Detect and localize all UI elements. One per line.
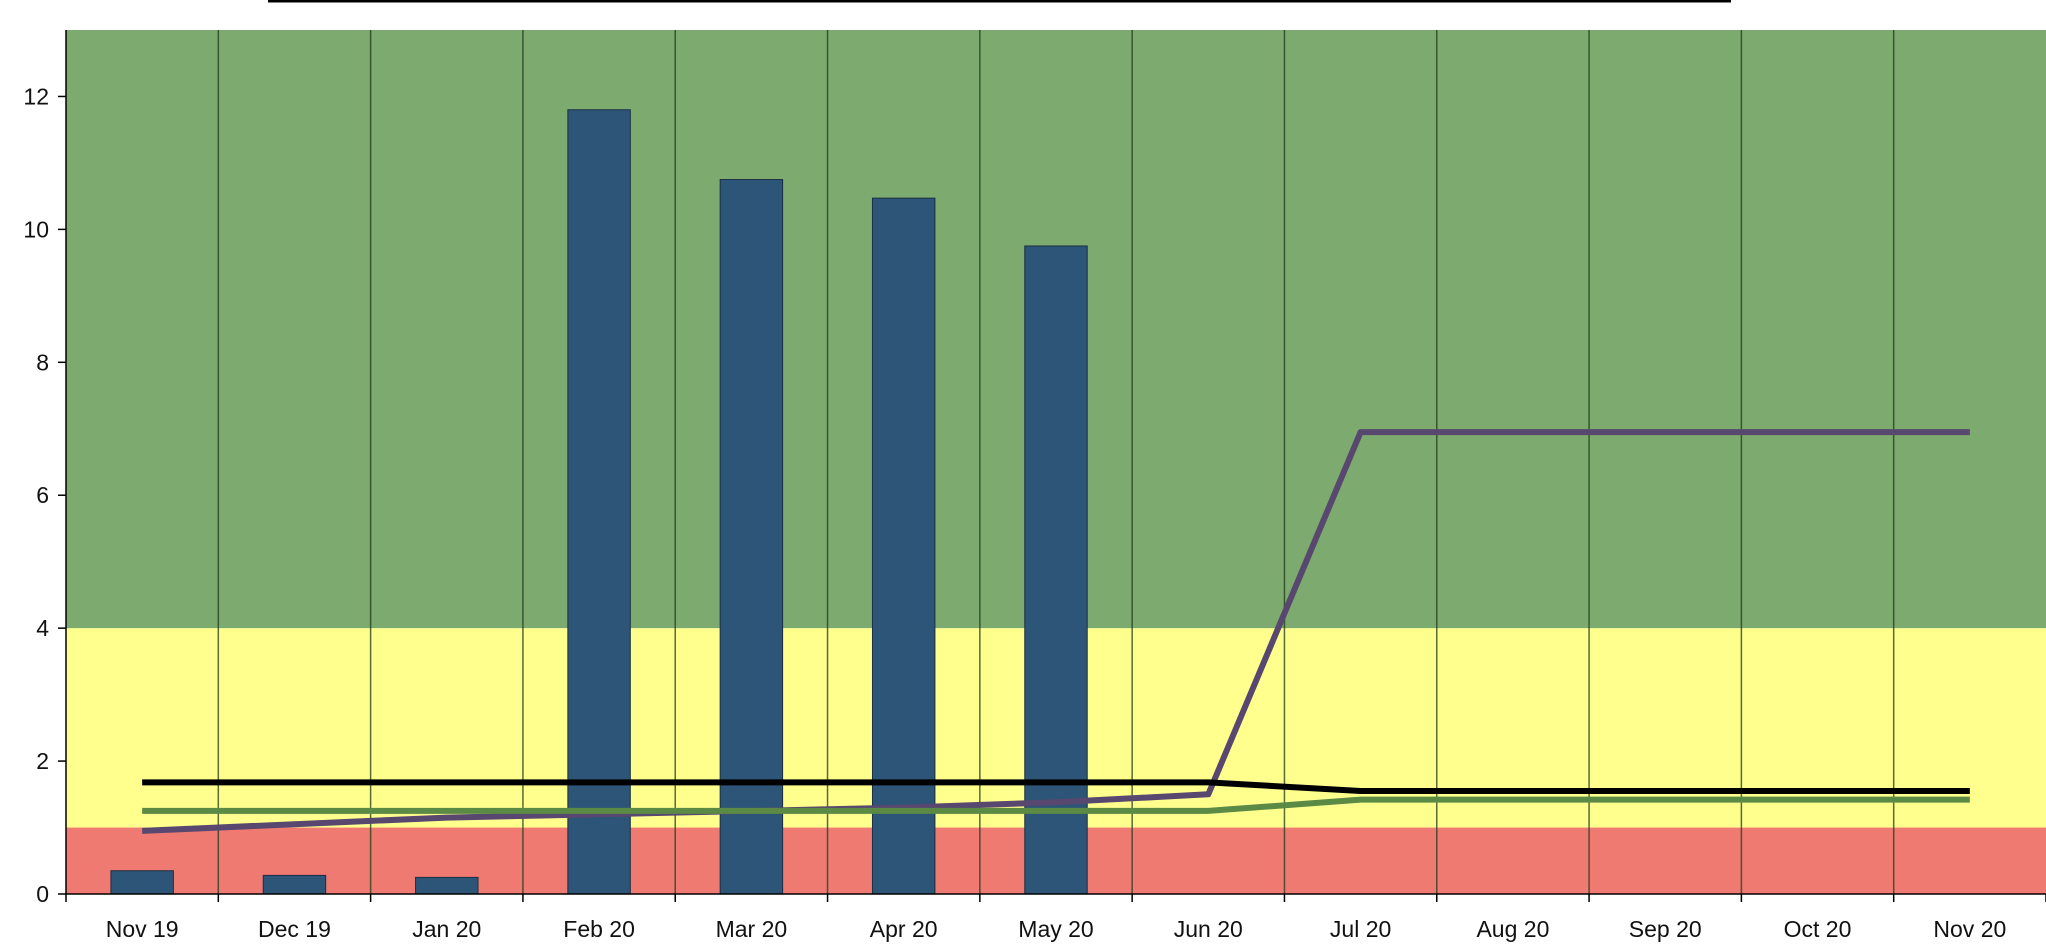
x-tick-label-1: Dec 19 bbox=[258, 916, 331, 942]
x-tick-label-4: Mar 20 bbox=[716, 916, 788, 942]
bar-0 bbox=[110, 870, 174, 895]
y-tick-label-4: 8 bbox=[36, 349, 49, 375]
y-tick-label-1: 2 bbox=[36, 748, 49, 774]
bar-6 bbox=[1024, 245, 1088, 895]
bar-5 bbox=[871, 197, 936, 895]
x-tick-label-12: Nov 20 bbox=[1933, 916, 2006, 942]
line-series-0 bbox=[142, 429, 1970, 834]
x-tick-label-6: May 20 bbox=[1018, 916, 1093, 942]
x-tick-label-9: Aug 20 bbox=[1476, 916, 1549, 942]
x-tick-label-8: Jul 20 bbox=[1330, 916, 1391, 942]
x-tick-label-11: Oct 20 bbox=[1784, 916, 1852, 942]
y-tick-label-5: 10 bbox=[23, 216, 49, 242]
bar-3 bbox=[567, 109, 631, 895]
vertical-gridlines bbox=[217, 30, 1895, 894]
bar-series bbox=[110, 109, 1088, 895]
y-tick-label-6: 12 bbox=[23, 83, 49, 109]
y-tick-label-0: 0 bbox=[36, 881, 49, 907]
bar-2 bbox=[415, 876, 479, 895]
bar-4 bbox=[719, 179, 784, 895]
y-tick-labels: 0 2 4 6 8 10 12 bbox=[23, 83, 66, 907]
x-tick-label-3: Feb 20 bbox=[563, 916, 635, 942]
x-tick-label-10: Sep 20 bbox=[1629, 916, 1702, 942]
line-series-2 bbox=[142, 796, 1970, 814]
x-tick-label-2: Jan 20 bbox=[412, 916, 481, 942]
x-tick-labels: Nov 19 Dec 19 Jan 20 Feb 20 Mar 20 Apr 20 May … bbox=[65, 894, 2046, 942]
x-tick-label-7: Jun 20 bbox=[1174, 916, 1243, 942]
x-tick-label-5: Apr 20 bbox=[870, 916, 938, 942]
line-series-1 bbox=[142, 779, 1970, 794]
axes bbox=[65, 30, 2046, 895]
line-series bbox=[142, 429, 1970, 834]
bar-1 bbox=[262, 874, 327, 895]
y-tick-label-2: 4 bbox=[36, 615, 49, 641]
y-tick-label-3: 6 bbox=[36, 482, 49, 508]
x-tick-label-0: Nov 19 bbox=[106, 916, 179, 942]
